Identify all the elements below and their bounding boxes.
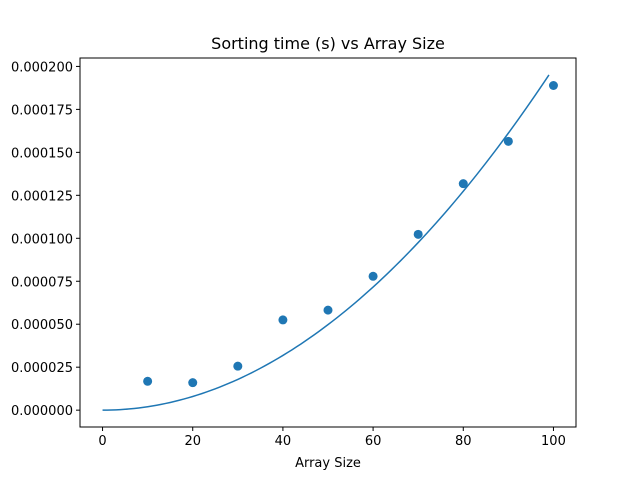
y-axis: 0.000000 0.000025 0.000050 0.000075 0.000100… bbox=[11, 60, 80, 419]
y-tick-label: 0.000125 bbox=[11, 189, 73, 204]
x-tick-label: 100 bbox=[541, 434, 566, 449]
data-point bbox=[188, 378, 198, 388]
data-point bbox=[458, 179, 468, 189]
y-tick-label: 0.000175 bbox=[11, 103, 73, 118]
x-tick-label: 40 bbox=[275, 434, 292, 449]
axes-frame bbox=[79, 57, 577, 428]
y-tick-label: 0.000075 bbox=[11, 275, 73, 290]
data-point bbox=[278, 315, 288, 325]
fit-curve bbox=[102, 74, 550, 411]
y-tick-label: 0.000150 bbox=[11, 146, 73, 161]
chart-title: Sorting time (s) vs Array Size bbox=[211, 34, 445, 53]
x-tick-label: 20 bbox=[184, 434, 201, 449]
data-point bbox=[368, 271, 378, 281]
y-tick-label: 0.000025 bbox=[11, 361, 73, 376]
x-axis: 0 20 40 60 80 100 bbox=[98, 427, 566, 449]
data-point bbox=[233, 361, 243, 371]
y-tick-label: 0.000050 bbox=[11, 318, 73, 333]
data-point bbox=[413, 229, 423, 239]
x-tick-label: 0 bbox=[98, 434, 106, 449]
plot-area bbox=[102, 74, 558, 411]
x-tick-label: 60 bbox=[365, 434, 382, 449]
data-point bbox=[548, 80, 558, 90]
y-tick-label: 0.000200 bbox=[11, 60, 73, 75]
y-tick-label: 0.000100 bbox=[11, 232, 73, 247]
data-point bbox=[503, 136, 513, 146]
y-tick-label: 0.000000 bbox=[11, 404, 73, 419]
data-point bbox=[323, 305, 333, 315]
x-tick-label: 80 bbox=[455, 434, 472, 449]
x-axis-label: Array Size bbox=[295, 456, 361, 471]
data-point bbox=[143, 376, 153, 386]
